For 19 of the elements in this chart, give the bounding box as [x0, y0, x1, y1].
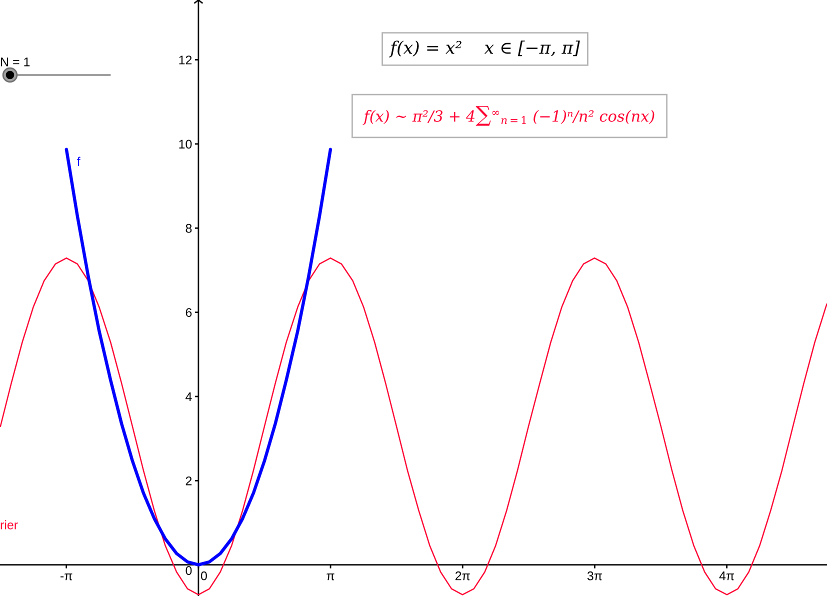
x-tick-label: 2π [455, 571, 470, 580]
y-tick-label: 12 [179, 56, 192, 64]
annotation: rier [0, 520, 18, 530]
series-label: f [77, 156, 80, 166]
y-tick-label: 4 [186, 392, 192, 402]
annotation: N = 1 [1, 58, 30, 66]
x-tick-label: 0 [200, 571, 207, 580]
y-tick-label: 10 [179, 140, 192, 149]
x-tick-label: 3π [587, 571, 602, 580]
annotation: f(x) ∼ π²/3 + 4∑$^{∞}$$_{n=1}$ (−1)ⁿ/n² cos(nx) [362, 106, 654, 126]
y-tick-label: 6 [186, 308, 192, 317]
y-tick-label: 8 [186, 224, 192, 233]
y-tick-label: 2 [186, 476, 192, 486]
line-series [64, 148, 332, 566]
line-series [0, 257, 827, 596]
annotation: f(x) = x² x ∈ [−π, π] [389, 40, 580, 58]
x-tick-label: -π [60, 574, 72, 580]
x-tick-label: π [326, 574, 334, 580]
x-tick-label: 4π [719, 572, 734, 580]
